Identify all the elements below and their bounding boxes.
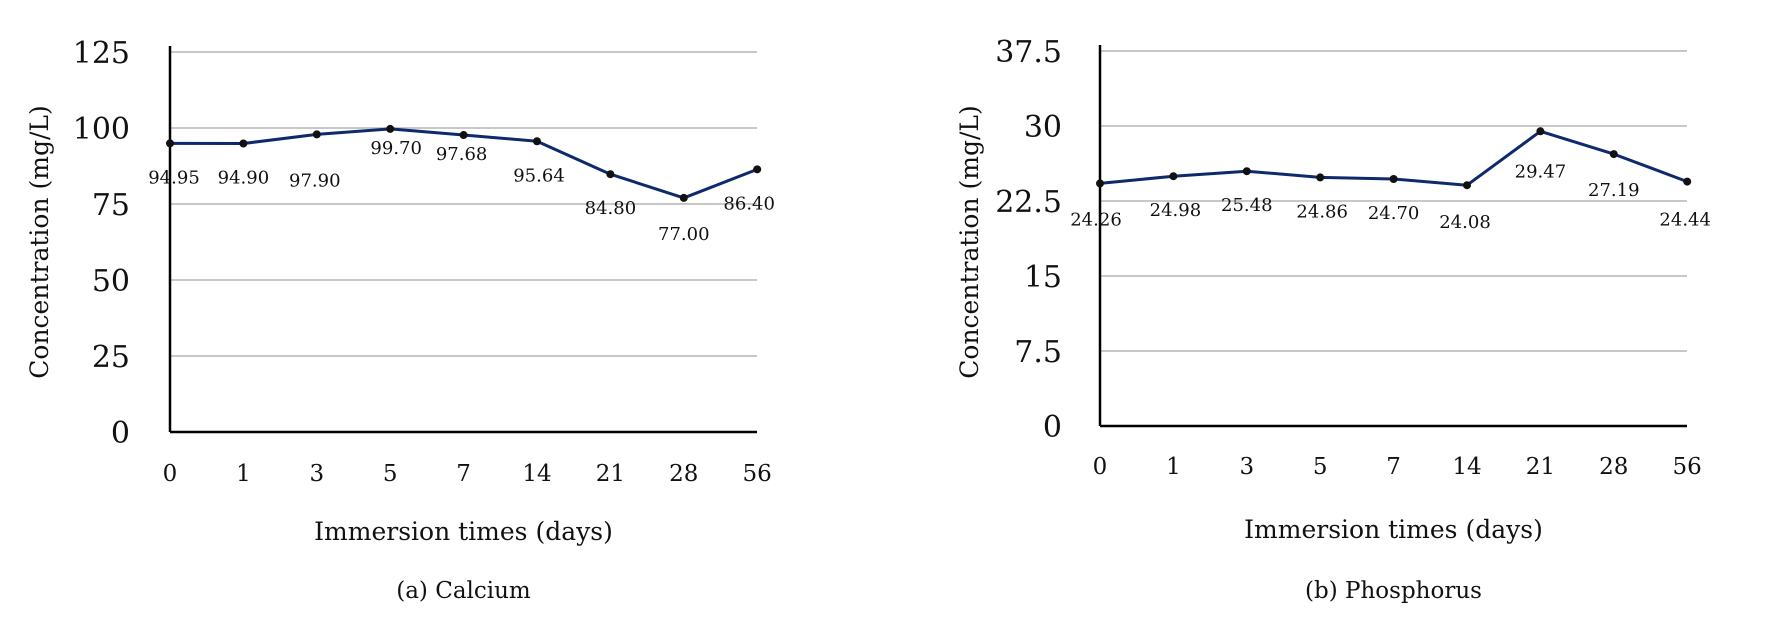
- phosphorus-chart: 0 7.5 15 22.5 30 37.5 0 1 3 5 7 14 21 28 56 24.26 24.98 2…: [955, 35, 1711, 604]
- chart-0-y-tick-label: 50: [92, 264, 130, 299]
- chart-1-x-tick-label: 28: [1599, 454, 1628, 480]
- chart-0-data-label: 84.80: [585, 198, 637, 219]
- chart-1-data-label: 25.48: [1221, 195, 1273, 216]
- chart-1-data-label: 27.19: [1588, 180, 1640, 201]
- chart-1-y-tick-label: 15: [1024, 260, 1062, 295]
- chart-1-data-label: 24.08: [1439, 212, 1491, 233]
- chart-0-data-point: [679, 193, 688, 202]
- chart-1-data-point: [1536, 127, 1545, 136]
- chart-0-data-label: 86.40: [723, 193, 775, 214]
- chart-1-data-point: [1242, 167, 1251, 176]
- chart-0-x-tick-label: 28: [669, 461, 698, 487]
- chart-1-x-tick-label: 5: [1313, 454, 1328, 480]
- chart-1-x-axis-title: Immersion times (days): [1244, 515, 1543, 544]
- chart-0-caption: (a) Calcium: [396, 578, 531, 604]
- chart-0-y-tick-label: 25: [92, 340, 130, 375]
- chart-0-data-label: 97.68: [436, 144, 488, 165]
- chart-1-data-point: [1316, 173, 1325, 182]
- chart-1-y-tick-label: 7.5: [1014, 335, 1062, 370]
- chart-1-y-tick-label: 30: [1024, 110, 1062, 145]
- chart-0-x-tick-label: 14: [522, 461, 551, 487]
- chart-0-data-point: [606, 170, 615, 179]
- chart-1-x-tick-label: 21: [1526, 454, 1555, 480]
- chart-1-data-label: 24.26: [1070, 209, 1122, 230]
- chart-0-x-axis-title: Immersion times (days): [314, 517, 613, 546]
- chart-1-x-tick-label: 7: [1386, 454, 1401, 480]
- chart-0-data-label: 94.90: [218, 168, 270, 189]
- chart-0-data-point: [459, 131, 468, 140]
- chart-0-y-tick-label: 125: [73, 36, 130, 71]
- chart-0-x-tick-label: 1: [236, 461, 251, 487]
- chart-1-data-label: 24.86: [1296, 201, 1348, 222]
- chart-1-y-tick-label: 22.5: [995, 185, 1062, 220]
- chart-0-y-tick-label: 75: [92, 188, 130, 223]
- chart-1-x-tick-label: 1: [1166, 454, 1181, 480]
- chart-1-y-tick-label: 37.5: [995, 35, 1062, 70]
- chart-0-y-tick-label: 0: [111, 416, 130, 451]
- chart-1-data-point: [1609, 150, 1618, 159]
- chart-0-data-point: [753, 165, 762, 174]
- chart-0-x-tick-label: 3: [309, 461, 324, 487]
- chart-0-data-label: 77.00: [658, 224, 710, 245]
- chart-0-x-tick-label: 7: [456, 461, 471, 487]
- calcium-chart: 0 25 50 75 100 125 0 1 3 5 7 14 21 28 56 94.95 94.90 97.9…: [25, 36, 775, 604]
- chart-1-y-axis-title: Concentration (mg/L): [955, 105, 984, 378]
- chart-1-x-tick-label: 0: [1093, 454, 1108, 480]
- chart-1-data-point: [1389, 175, 1398, 183]
- chart-1-x-tick-label: 14: [1452, 454, 1481, 480]
- chart-1-caption: (b) Phosphorus: [1305, 578, 1482, 604]
- chart-0-x-tick-label: 0: [163, 461, 178, 487]
- chart-0-data-point: [239, 139, 248, 148]
- chart-0-data-point: [312, 130, 321, 139]
- chart-0-y-tick-label: 100: [73, 112, 130, 147]
- chart-1-x-tick-label: 56: [1673, 454, 1702, 480]
- chart-1-y-tick-label: 0: [1043, 410, 1062, 445]
- chart-0-data-point: [166, 139, 174, 148]
- chart-0-data-label: 99.70: [370, 138, 422, 159]
- chart-0-x-tick-label: 5: [383, 461, 398, 487]
- chart-0-data-point: [533, 137, 541, 146]
- chart-1-data-point: [1463, 181, 1471, 190]
- chart-1-data-point: [1096, 179, 1104, 188]
- chart-0-data-label: 95.64: [513, 165, 565, 186]
- chart-0-data-label: 97.90: [289, 170, 341, 191]
- chart-1-data-point: [1169, 172, 1178, 181]
- chart-0-x-tick-label: 56: [743, 461, 772, 487]
- chart-0-data-label: 94.95: [148, 167, 200, 188]
- chart-1-data-label: 29.47: [1515, 161, 1567, 182]
- chart-1-data-label: 24.98: [1150, 200, 1202, 221]
- chart-1-x-tick-label: 3: [1239, 454, 1254, 480]
- chart-0-y-axis-title: Concentration (mg/L): [25, 105, 54, 378]
- chart-1-data-label: 24.44: [1659, 210, 1711, 231]
- chart-1-data-label: 24.70: [1368, 203, 1420, 224]
- chart-0-data-point: [386, 124, 395, 133]
- chart-1-data-point: [1683, 177, 1692, 186]
- chart-0-x-tick-label: 21: [596, 461, 625, 487]
